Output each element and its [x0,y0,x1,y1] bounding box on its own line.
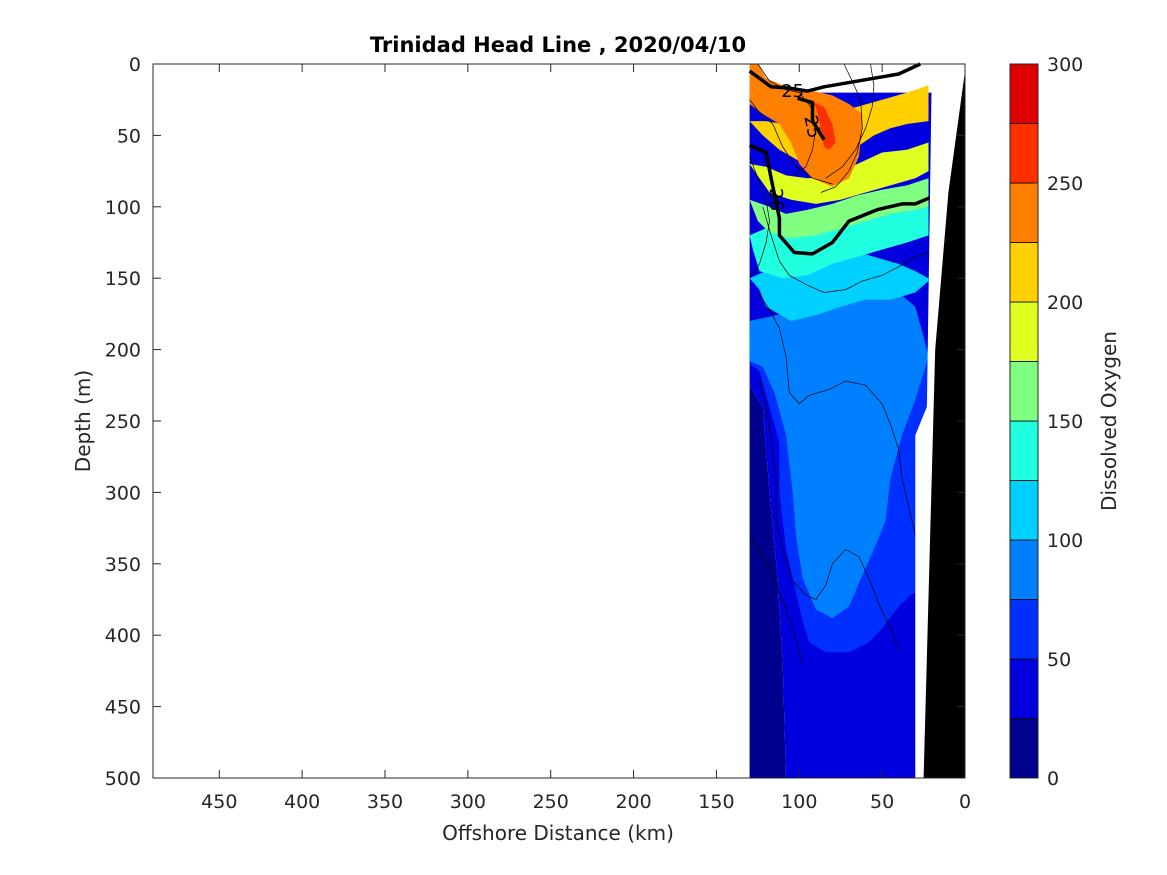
y-tick-label: 200 [105,340,141,362]
colorbar-tick-label: 0 [1047,768,1059,790]
plot-area: 25 25 26 [152,62,966,779]
y-tick-label: 350 [105,554,141,576]
density-contour-lines [748,62,933,256]
y-axis-label: Depth (m) [71,370,95,472]
oxygen-contour-lines [749,63,929,664]
colorbar-segment [1009,658,1039,719]
y-tick-label: 250 [105,411,141,433]
oxygen-fill-regions [749,64,932,779]
density-contour-line [797,96,826,141]
y-tick-label: 150 [105,268,141,290]
x-tick-label: 350 [367,791,403,813]
colorbar-segment [1009,242,1039,303]
oxygen-contour-line [749,156,770,279]
oxygen-fill-region [749,64,863,187]
bathymetry [915,64,965,779]
colorbar-tick-label: 200 [1047,292,1083,314]
oxygen-contour-line [759,378,900,650]
y-tick-label: 300 [105,482,141,504]
x-tick-label: 50 [870,791,894,813]
density-contour-label: 26 [765,188,787,212]
colorbar-segment [1009,420,1039,481]
x-tick-label: 150 [698,791,734,813]
colorbar-segment [1009,63,1039,124]
oxygen-fill-region [749,292,929,619]
x-axis-label: Offshore Distance (km) [442,821,674,845]
colorbar-segment [1009,301,1039,362]
colorbar-segment [1009,123,1039,184]
oxygen-fill-region [749,385,786,778]
x-tick-label: 200 [615,791,651,813]
colorbar: 0 50 100 150 200 250 300 [1009,54,1083,790]
y-tick-label: 400 [105,625,141,647]
colorbar-segment [1009,599,1039,660]
colorbar-segment [1009,718,1039,779]
x-tick-label: 300 [450,791,486,813]
x-tick-label: 0 [959,791,971,813]
x-tick-label: 400 [284,791,320,813]
y-axis: 0 50 100 150 200 250 300 350 400 450 500 [105,54,965,790]
oxygen-contour-line [757,292,916,536]
y-tick-label: 100 [105,197,141,219]
x-axis: 450 400 350 300 250 200 150 100 50 0 [201,64,971,813]
colorbar-segment [1009,361,1039,422]
oxygen-fill-region [749,178,929,239]
colorbar-tick-label: 100 [1047,530,1083,552]
y-tick-label: 0 [129,54,141,76]
colorbar-segment [1009,539,1039,600]
colorbar-tick-label: 150 [1047,411,1083,433]
density-contour-label: 25 [799,114,824,141]
oxygen-contour-line [749,535,803,664]
colorbar-tick-label: 300 [1047,54,1083,76]
colorbar-tick-label: 250 [1047,173,1083,195]
colorbar-tick-label: 50 [1047,649,1071,671]
oxygen-contour-line [825,63,875,179]
oxygen-contour-line [749,99,833,185]
oxygen-contour-line [762,206,929,293]
colorbar-segment [1009,480,1039,541]
y-tick-label: 50 [117,125,141,147]
x-tick-label: 450 [201,791,237,813]
density-contour-line [748,143,933,256]
colorbar-label: Dissolved Oxygen [1097,331,1121,511]
oxygen-fill-region [807,99,836,150]
colorbar-segment [1009,182,1039,243]
x-tick-label: 100 [781,791,817,813]
density-contour-label: 25 [781,81,804,102]
x-tick-label: 250 [533,791,569,813]
y-tick-label: 500 [105,768,141,790]
density-contour-labels: 25 25 26 [765,81,825,211]
chart-title: Trinidad Head Line , 2020/04/10 [370,33,746,57]
density-contour-line [748,62,922,93]
y-tick-label: 450 [105,697,141,719]
bathymetry-shape [923,71,965,779]
oxygen-fill-region [749,206,929,279]
